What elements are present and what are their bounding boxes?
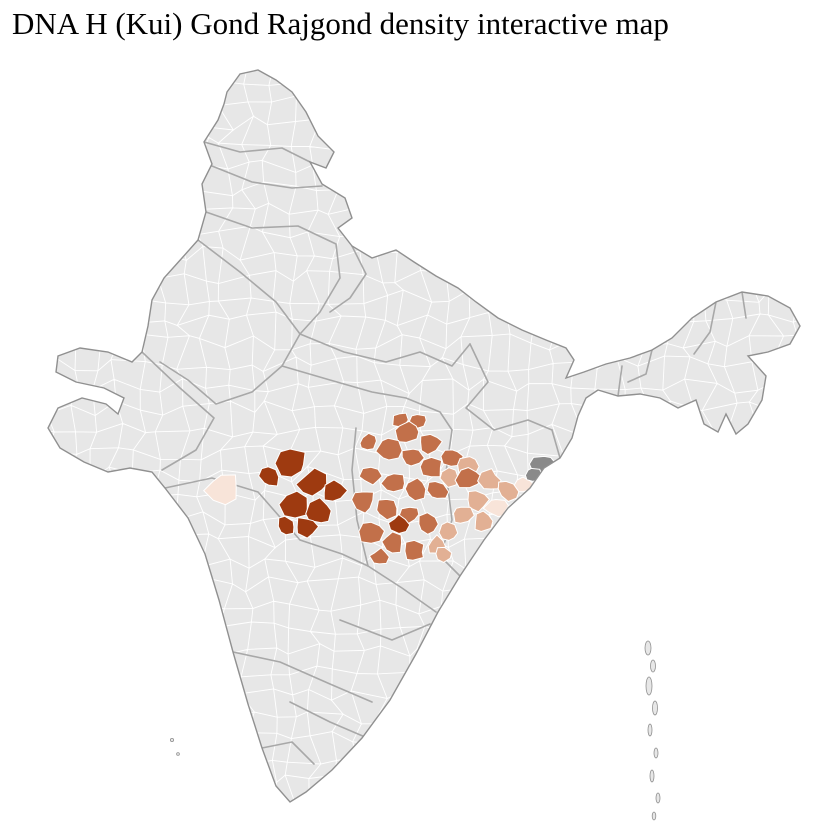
density-district[interactable] — [435, 546, 453, 563]
density-district[interactable] — [375, 437, 403, 461]
density-district[interactable] — [277, 515, 295, 536]
density-district[interactable] — [358, 521, 386, 544]
density-district[interactable] — [258, 466, 280, 487]
andaman-nicobar-islands — [169, 640, 661, 821]
density-district[interactable] — [359, 432, 377, 451]
density-district[interactable] — [202, 474, 237, 506]
density-district[interactable] — [295, 467, 328, 497]
density-district[interactable] — [274, 448, 306, 478]
density-district[interactable] — [305, 497, 332, 524]
density-district[interactable] — [452, 506, 475, 524]
state-borders — [141, 141, 747, 765]
density-district[interactable] — [497, 480, 520, 503]
density-district[interactable] — [477, 467, 502, 490]
density-district[interactable] — [439, 467, 459, 488]
density-district[interactable] — [381, 531, 403, 554]
density-district[interactable] — [404, 539, 425, 561]
density-district[interactable] — [467, 490, 491, 513]
density-district[interactable] — [368, 547, 390, 565]
density-district[interactable] — [438, 521, 459, 541]
density-district[interactable] — [440, 449, 464, 467]
density-district[interactable] — [528, 499, 545, 516]
density-district[interactable] — [419, 456, 443, 478]
density-district[interactable] — [394, 420, 420, 443]
page-title: DNA H (Kui) Gond Rajgond density interac… — [12, 6, 669, 41]
density-district[interactable] — [404, 477, 427, 502]
density-district[interactable] — [296, 517, 320, 539]
density-district[interactable] — [376, 498, 398, 521]
density-district[interactable] — [454, 467, 484, 489]
density-district[interactable] — [380, 473, 406, 493]
density-district[interactable] — [351, 491, 375, 514]
density-district[interactable] — [401, 448, 426, 467]
density-district[interactable] — [323, 479, 349, 502]
density-district[interactable] — [418, 512, 439, 535]
density-district[interactable] — [474, 510, 494, 533]
density-district[interactable] — [420, 433, 443, 456]
density-district[interactable] — [278, 490, 308, 519]
density-district[interactable] — [387, 513, 411, 535]
density-district[interactable] — [358, 466, 383, 486]
density-district[interactable] — [426, 480, 450, 499]
